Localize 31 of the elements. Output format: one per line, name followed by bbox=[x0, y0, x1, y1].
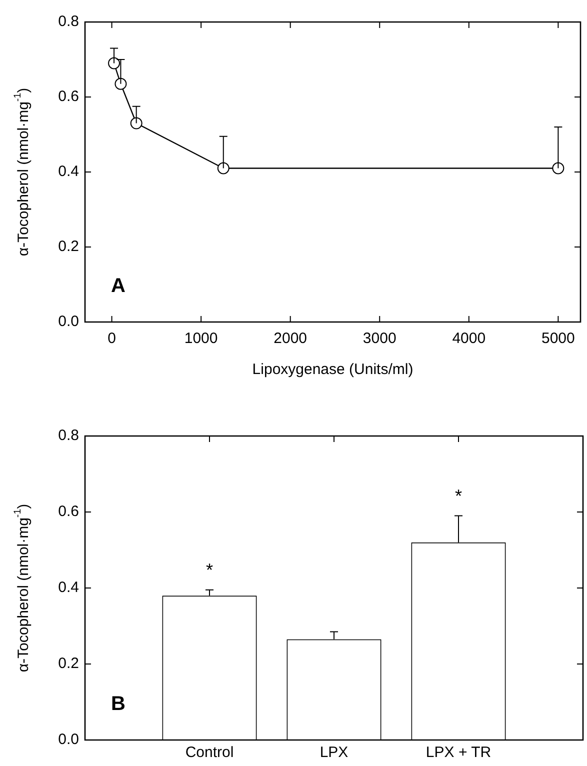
x-tick-label: 0 bbox=[108, 330, 116, 348]
y-tick-label: 0.2 bbox=[58, 238, 79, 256]
y-tick-label: 0.6 bbox=[58, 503, 79, 520]
y-tick-label: 0.8 bbox=[58, 13, 79, 30]
x-tick-label: LPX bbox=[320, 744, 348, 762]
x-tick-label: LPX + TR bbox=[426, 744, 492, 762]
x-tick-label: 2000 bbox=[274, 330, 308, 348]
y-axis-title: α-Tocopherol (nmol·mg-1) bbox=[12, 88, 32, 256]
y-tick-label: 0.4 bbox=[58, 163, 79, 180]
y-tick-label: 0.0 bbox=[58, 313, 79, 330]
annotation: B bbox=[111, 693, 126, 715]
y-axis-title: α-Tocopherol (nmol·mg-1) bbox=[12, 504, 32, 672]
point bbox=[114, 78, 127, 90]
y-tick-label: 0.6 bbox=[58, 88, 79, 106]
x-tick-label: 3000 bbox=[362, 330, 396, 348]
point bbox=[130, 117, 142, 130]
point bbox=[217, 162, 230, 174]
data-label: * bbox=[206, 560, 214, 580]
x-tick-label: 4000 bbox=[452, 330, 486, 348]
point bbox=[108, 57, 120, 70]
x-tick-label: 5000 bbox=[541, 330, 575, 348]
point bbox=[552, 162, 564, 174]
y-tick-label: 0.0 bbox=[58, 731, 79, 748]
x-tick-label: Control bbox=[185, 744, 234, 762]
y-tick-label: 0.2 bbox=[58, 655, 79, 672]
y-tick-label: 0.4 bbox=[58, 579, 79, 596]
x-axis-title: Lipoxygenase (Units/ml) bbox=[252, 361, 414, 378]
annotation: A bbox=[111, 275, 126, 297]
data-label: * bbox=[454, 486, 462, 506]
y-tick-label: 0.8 bbox=[58, 427, 79, 444]
x-tick-label: 1000 bbox=[184, 330, 218, 348]
